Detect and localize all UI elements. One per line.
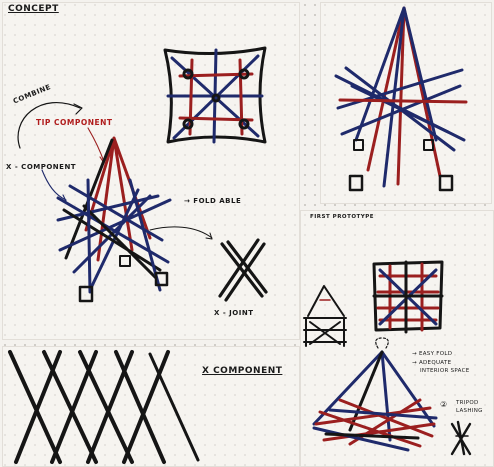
square-plan-sketch	[163, 46, 267, 144]
tower-sketch	[334, 6, 468, 192]
prototype-tent-sketch	[312, 337, 438, 452]
tripod-lashing-sketch	[450, 420, 472, 456]
note-interior-space: INTERIOR SPACE	[420, 368, 470, 374]
x-joint-label: X - JOINT	[214, 309, 254, 317]
prototype-plan-sketch	[372, 260, 444, 334]
x-component-label: X - COMPONENT	[6, 163, 77, 171]
tip-component-label: TIP COMPONENT	[36, 118, 113, 127]
fold-able-label: → FOLD ABLE	[184, 197, 242, 205]
tripod-number: ②	[440, 400, 448, 409]
tripod-label: TRIPOD	[456, 400, 479, 406]
combine-arc	[17, 102, 83, 149]
x-joint-sketch	[218, 238, 268, 302]
concept-panel	[2, 2, 300, 340]
combined-structure-sketch	[56, 136, 172, 303]
tip-arrow	[87, 127, 107, 164]
note-adequate: → ADEQUATE	[412, 360, 452, 366]
lashing-label: LASHING	[456, 408, 483, 414]
x-component-title: X COMPONENT	[202, 366, 283, 376]
x-component-sketch	[8, 350, 200, 464]
concept-title: CONCEPT	[8, 4, 59, 14]
prototype-house-sketch	[303, 285, 347, 347]
note-easy-fold: → EASY FOLD	[412, 351, 453, 357]
x-component-arrow	[41, 169, 67, 202]
first-prototype-label: FIRST PROTOTYPE	[310, 214, 375, 220]
joint-arrow	[149, 226, 213, 240]
